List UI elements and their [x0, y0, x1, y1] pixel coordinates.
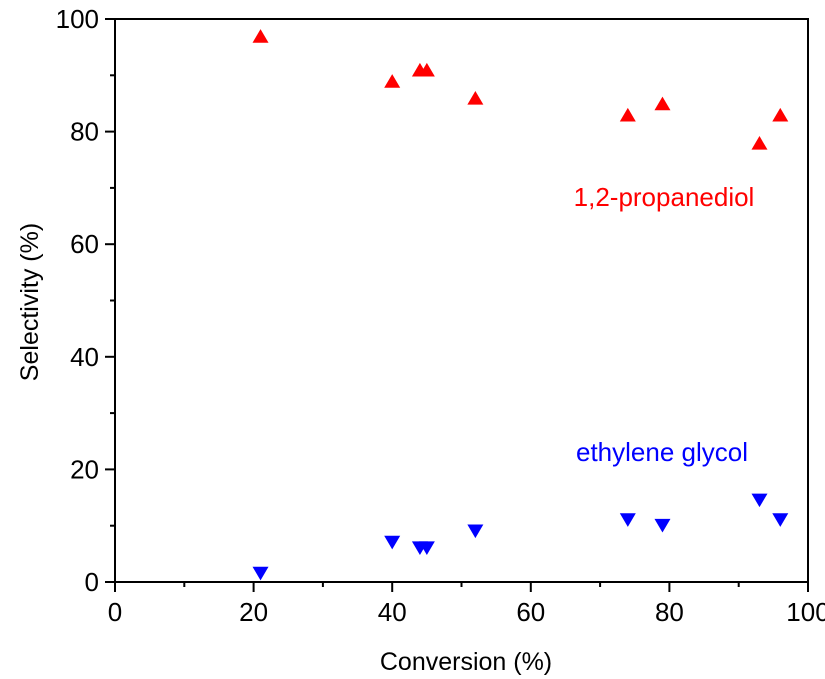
ethylene-glycol-point	[384, 535, 401, 550]
x-tick-label: 100	[786, 597, 825, 627]
x-tick-label: 0	[108, 597, 122, 627]
y-tick-label: 100	[56, 4, 99, 34]
annotations: 1,2-propanediol ethylene glycol	[574, 182, 755, 467]
propanediol-point	[772, 107, 789, 122]
ethylene-glycol-point	[418, 541, 435, 556]
axis-ticks	[105, 18, 809, 592]
x-tick-label: 80	[655, 597, 684, 627]
y-axis-title: Selectivity (%)	[16, 223, 44, 381]
plot-border	[114, 18, 809, 583]
ethylene-glycol-point	[619, 513, 636, 527]
ethylene-glycol-point	[751, 493, 768, 508]
y-tick-label: 20	[70, 454, 99, 484]
y-tick-label: 40	[70, 342, 99, 372]
propanediol-point	[418, 62, 435, 77]
x-axis-title: Conversion (%)	[380, 648, 552, 676]
tick-labels: 0 20 40 60 80 100 0 20 40 60 80 100	[56, 4, 825, 627]
propanediol-label: 1,2-propanediol	[574, 182, 755, 212]
ethylene-glycol-point	[467, 524, 484, 539]
ethylene-glycol-label: ethylene glycol	[576, 437, 748, 467]
y-tick-label: 60	[70, 229, 99, 259]
x-tick-label: 60	[516, 597, 545, 627]
plot-frame	[114, 18, 809, 583]
ethylene-glycol-point	[772, 513, 789, 527]
y-tick-label: 0	[85, 567, 99, 597]
data-marks	[252, 29, 789, 581]
x-tick-label: 40	[378, 597, 407, 627]
propanediol-point	[654, 96, 671, 111]
ethylene-glycol-point	[252, 566, 269, 581]
propanediol-point	[751, 136, 768, 150]
propanediol-point	[467, 91, 484, 105]
propanediol-point	[384, 74, 401, 88]
ethylene-glycol-point	[654, 518, 671, 533]
x-tick-label: 20	[239, 597, 268, 627]
propanediol-point	[619, 107, 636, 122]
y-tick-label: 80	[70, 117, 99, 147]
propanediol-point	[252, 29, 269, 43]
